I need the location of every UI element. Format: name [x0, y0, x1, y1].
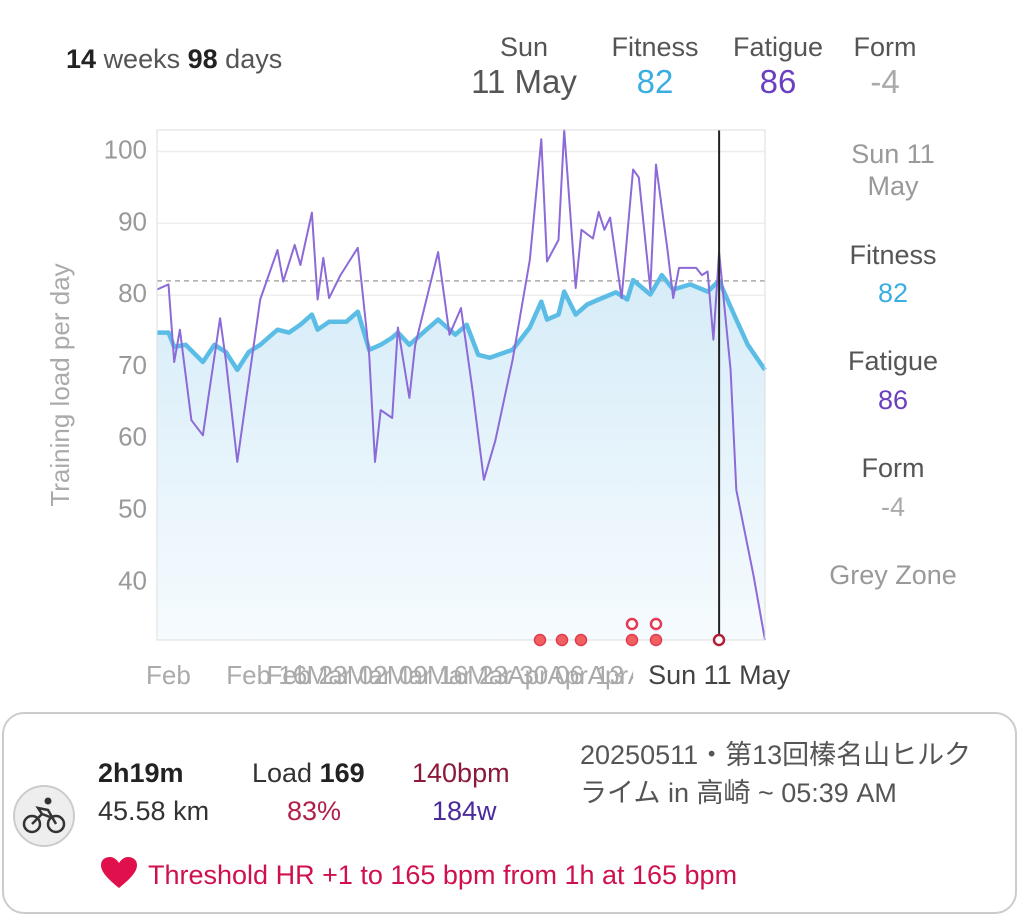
dot	[649, 633, 663, 647]
cursor-label-bg	[633, 658, 804, 698]
x-tick-label: Mar 23	[427, 660, 508, 690]
value: -4	[870, 63, 900, 100]
value: 86	[759, 63, 797, 100]
dot	[625, 633, 639, 647]
dot	[574, 633, 588, 647]
label: Fitness	[611, 32, 699, 62]
dot	[555, 633, 569, 647]
distance: 45.58 km	[98, 796, 210, 826]
days: 98	[187, 44, 218, 74]
activity-card: 2h19m 45.58 km Load 169 83% 140bpm 184w …	[2, 712, 1017, 914]
label: Fatigue	[732, 32, 824, 62]
x-tick-label: Apr 13	[548, 660, 625, 690]
weeks: 14	[66, 44, 97, 74]
heart-rate: 140bpm	[412, 758, 510, 788]
side-fitness: 82	[877, 278, 909, 308]
x-tick-label: Apr 06	[507, 660, 584, 690]
period: 14 weeks 98 days	[66, 44, 282, 75]
value: 82	[636, 63, 674, 100]
y-tick-label: 80	[118, 278, 147, 308]
x-tick-label: Mar 16	[387, 660, 468, 690]
y-tick-label: 90	[118, 206, 147, 236]
threshold-note: Threshold HR +1 to 165 bpm from 1h at 16…	[148, 860, 738, 890]
x-tick-label: Mar 02	[307, 660, 388, 690]
bike-icon	[13, 785, 75, 847]
side-zone: Grey Zone	[829, 560, 957, 590]
chart: Training load per day 40 50 60 70 80 90 100 Fe…	[44, 129, 804, 698]
date: 11 May	[471, 63, 577, 100]
load: Load 169	[252, 758, 365, 789]
power: 184w	[432, 796, 497, 826]
load-value: 169	[319, 758, 365, 788]
header-date: Sun 11 May	[464, 32, 584, 101]
x-tick-label: Feb	[146, 660, 191, 690]
header-form: Form -4	[840, 32, 930, 101]
dot	[625, 617, 639, 631]
activity-title: 20250511・第13回榛名山ヒルクライム in 高崎 ~ 05:39 AM	[580, 740, 972, 808]
heart-icon	[101, 857, 137, 888]
area	[157, 275, 765, 640]
header-fatigue: Fatigue 86	[722, 32, 834, 101]
cursor-label: Sun 11 May	[648, 660, 791, 690]
dot	[712, 633, 726, 647]
x-tick-label: Feb 16	[226, 660, 307, 690]
dot	[533, 633, 547, 647]
dot	[649, 617, 663, 631]
load-label: Load	[252, 758, 313, 788]
activity-dots	[533, 617, 726, 647]
x-tick-label: Mar 09	[347, 660, 428, 690]
side-fitness-label: Fitness	[849, 240, 937, 270]
plot-frame	[156, 129, 766, 641]
side-fatigue: 86	[877, 385, 909, 415]
y-tick-label: 100	[104, 134, 147, 164]
x-tick-label: Feb 23	[266, 660, 347, 690]
y-tick-label: 70	[118, 350, 147, 380]
day: Sun	[499, 32, 549, 62]
label: Form	[853, 32, 917, 62]
side-form-label: Form	[861, 453, 925, 483]
y-axis-label: Training load per day	[45, 263, 75, 506]
side-form: -4	[880, 492, 905, 522]
side-date: Sun 11 May	[851, 139, 935, 201]
side-fatigue-label: Fatigue	[847, 346, 939, 376]
y-tick-label: 60	[118, 422, 147, 452]
line	[157, 272, 767, 373]
line	[156, 129, 766, 641]
y-tick-label: 50	[118, 494, 147, 524]
intensity: 83%	[287, 796, 342, 826]
weeks-unit: weeks	[103, 44, 181, 74]
duration: 2h19m	[98, 758, 184, 788]
days-unit: days	[225, 44, 283, 74]
x-tick-label: Mar 30	[467, 660, 548, 690]
header-fitness: Fitness 82	[600, 32, 710, 101]
y-tick-label: 40	[118, 565, 147, 595]
